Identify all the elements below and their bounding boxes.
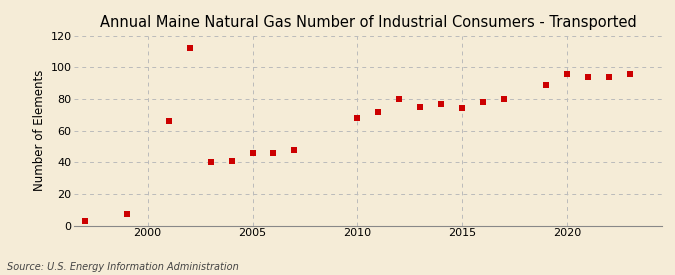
Point [352, 116, 362, 120]
Point [583, 75, 593, 79]
Point [603, 75, 614, 79]
Point [415, 105, 426, 109]
Point [268, 150, 279, 155]
Point [624, 72, 635, 76]
Point [247, 150, 258, 155]
Point [541, 82, 551, 87]
Title: Annual Maine Natural Gas Number of Industrial Consumers - Transported: Annual Maine Natural Gas Number of Indus… [99, 15, 637, 31]
Point [562, 72, 572, 76]
Point [289, 147, 300, 152]
Point [436, 101, 447, 106]
Point [80, 219, 90, 223]
Point [499, 97, 510, 101]
Text: Source: U.S. Energy Information Administration: Source: U.S. Energy Information Administ… [7, 262, 238, 272]
Y-axis label: Number of Elements: Number of Elements [33, 70, 46, 191]
Point [163, 119, 174, 123]
Point [184, 46, 195, 51]
Point [394, 97, 405, 101]
Point [457, 106, 468, 111]
Point [205, 160, 216, 164]
Point [226, 158, 237, 163]
Point [373, 109, 384, 114]
Point [478, 100, 489, 104]
Point [122, 212, 132, 217]
